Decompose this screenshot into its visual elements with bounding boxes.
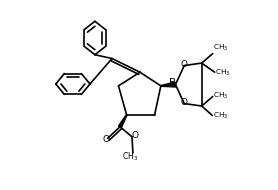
Text: CH$_3$: CH$_3$ — [213, 42, 229, 53]
Text: B: B — [169, 78, 177, 88]
Text: CH$_3$: CH$_3$ — [215, 67, 230, 78]
Polygon shape — [161, 82, 176, 87]
Text: O: O — [180, 60, 187, 69]
Text: O: O — [103, 135, 110, 145]
Text: CH$_3$: CH$_3$ — [122, 151, 138, 163]
Polygon shape — [118, 115, 127, 127]
Text: O: O — [131, 131, 138, 140]
Text: CH$_3$: CH$_3$ — [213, 111, 228, 121]
Text: CH$_3$: CH$_3$ — [213, 91, 229, 101]
Text: O: O — [180, 98, 187, 107]
